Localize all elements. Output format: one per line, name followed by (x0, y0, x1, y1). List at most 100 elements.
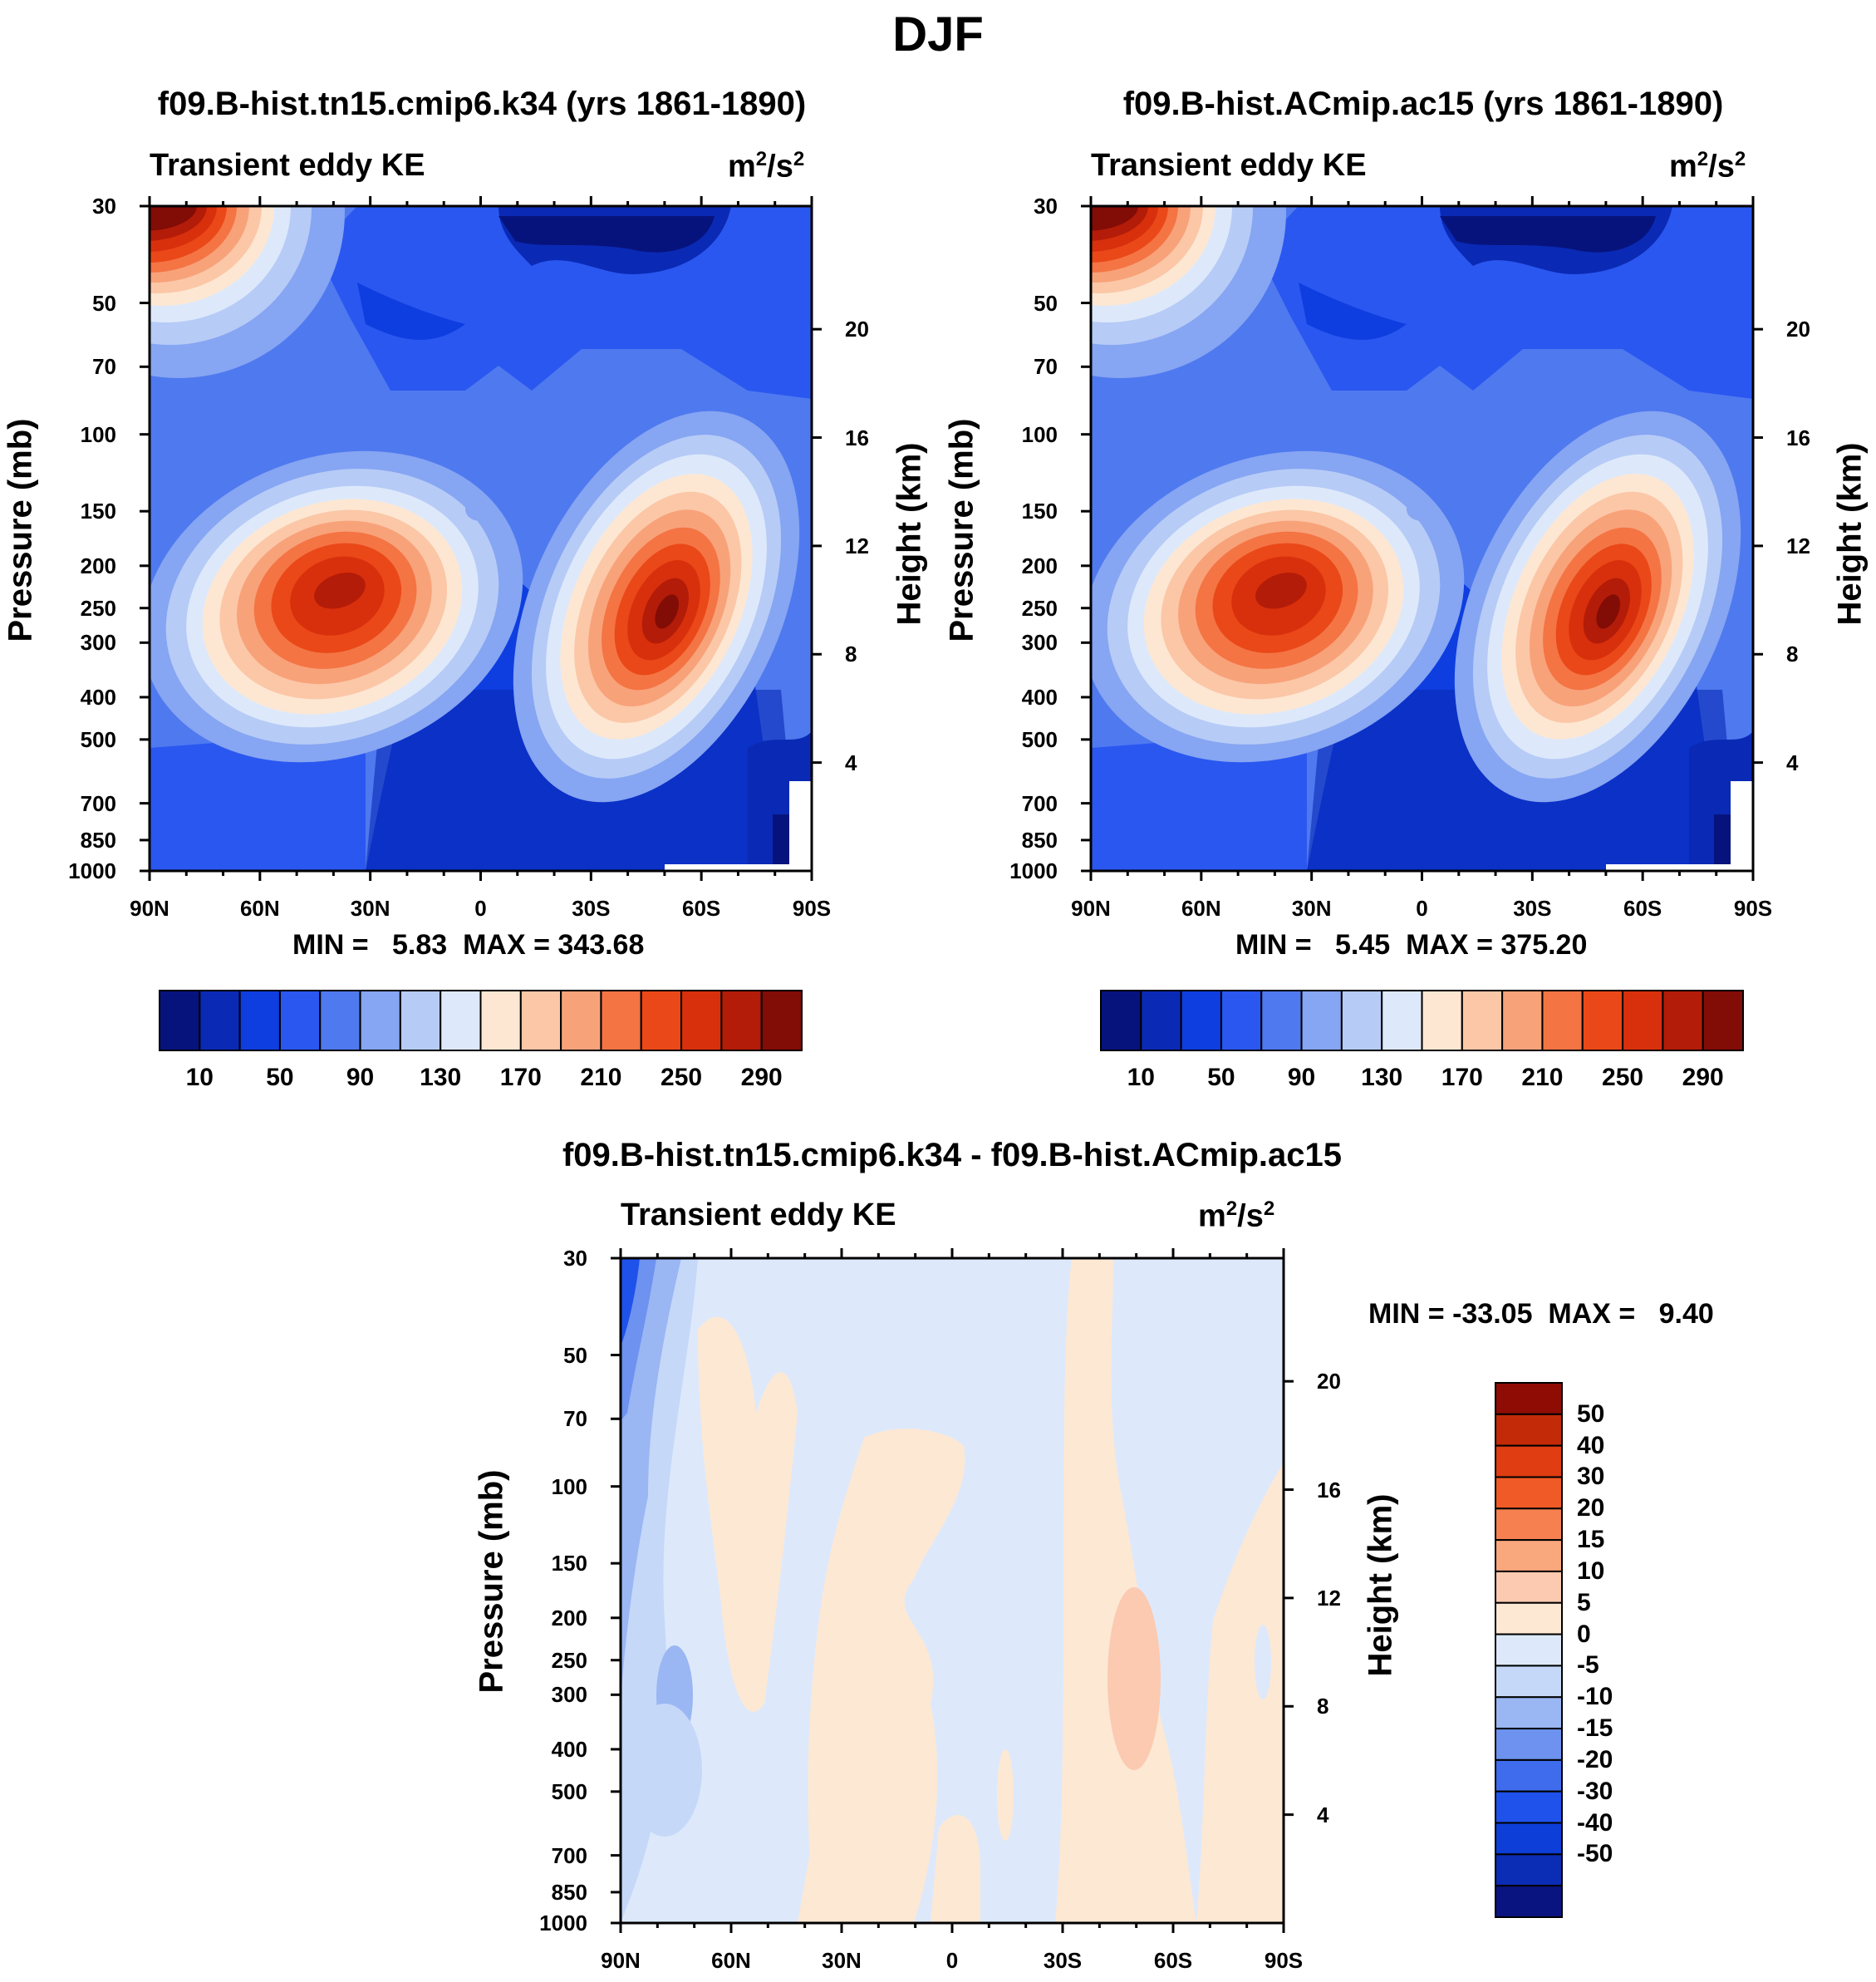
colorbar-label: 90 (1287, 1064, 1316, 1091)
height-tick-label: 8 (1786, 642, 1799, 667)
colorbar-label: -15 (1577, 1714, 1613, 1743)
colorbar-swatch (1541, 990, 1584, 1051)
colorbar-label: 250 (1602, 1064, 1644, 1091)
colorbar-swatch (199, 990, 241, 1051)
colorbar-label: 250 (661, 1064, 703, 1091)
pressure-tick-label: 70 (1034, 354, 1058, 380)
colorbar-label: 30 (1577, 1463, 1605, 1491)
figure-title: DJF (892, 7, 984, 61)
colorbar-swatch (680, 990, 723, 1051)
pressure-tick-label: 700 (1021, 790, 1058, 816)
colorbar-swatch (1260, 990, 1303, 1051)
lat-tick-label: 0 (945, 1948, 959, 1973)
colorbar-label: 210 (580, 1064, 622, 1091)
pressure-tick-label: 250 (551, 1647, 587, 1673)
colorbar-swatch (560, 990, 602, 1051)
subtitle-top-left: Transient eddy KE (150, 148, 425, 183)
lat-tick-label: 60N (239, 896, 280, 921)
pressure-tick-label: 50 (563, 1342, 587, 1368)
pressure-tick-label: 850 (551, 1879, 587, 1905)
pressure-tick-label: 30 (1034, 194, 1058, 219)
pressure-tick-label: 70 (92, 354, 116, 380)
colorbar-swatch (1100, 990, 1142, 1051)
height-tick-label: 12 (1786, 533, 1810, 558)
lat-tick-label: 30S (572, 896, 611, 921)
panel-title-top-left: f09.B-hist.tn15.cmip6.k34 (yrs 1861-1890… (157, 86, 807, 122)
pressure-tick-label: 100 (1021, 421, 1058, 447)
lat-tick-label: 90N (601, 1948, 641, 1973)
pressure-tick-label: 500 (1021, 726, 1058, 752)
colorbar-label: 210 (1521, 1064, 1564, 1091)
subtitle-bottom: Transient eddy KE (621, 1198, 896, 1232)
lat-tick-label: 30S (1043, 1948, 1083, 1973)
colorbar-swatch (760, 990, 803, 1051)
pressure-tick-label: 150 (80, 499, 116, 524)
colorbar-swatch (1495, 1633, 1563, 1667)
colorbar-swatch (399, 990, 442, 1051)
colorbar-swatch (1581, 990, 1624, 1051)
height-tick-label: 8 (1317, 1694, 1329, 1719)
pressure-tick-label: 50 (92, 290, 116, 316)
pressure-tick-label: 200 (80, 553, 116, 578)
lat-tick-label: 30N (1291, 896, 1332, 921)
field-bottom (621, 1258, 1284, 1923)
colorbar-swatch (1495, 1601, 1563, 1635)
colorbar-label: 290 (1682, 1064, 1724, 1091)
lat-tick-label: 90S (792, 896, 832, 921)
ylabel-height-bottom: Height (km) (1362, 1493, 1399, 1677)
pressure-tick-label: 250 (80, 595, 116, 621)
colorbar-label: -50 (1577, 1840, 1613, 1868)
colorbar-swatch (1702, 990, 1744, 1051)
pressure-tick-label: 850 (80, 827, 116, 853)
field-top-right (1091, 206, 1753, 871)
pressure-tick-label: 150 (1021, 499, 1058, 524)
colorbar-swatch (1140, 990, 1182, 1051)
minmax-top-left: MIN = 5.83 MAX = 343.68 (292, 929, 645, 961)
pressure-tick-label: 100 (551, 1473, 587, 1499)
pressure-tick-label: 250 (1021, 595, 1058, 621)
lat-tick-label: 60S (1623, 896, 1662, 921)
colorbar-label: 50 (1207, 1064, 1235, 1091)
height-tick-label: 12 (1317, 1585, 1341, 1611)
lat-tick-label: 0 (1416, 896, 1428, 921)
height-tick-label: 12 (845, 533, 869, 558)
minmax-top-right: MIN = 5.45 MAX = 375.20 (1235, 929, 1588, 961)
lat-tick-label: 60N (711, 1948, 751, 1973)
pressure-tick-label: 850 (1021, 827, 1058, 853)
panel-title-top-right: f09.B-hist.ACmip.ac15 (yrs 1861-1890) (1122, 86, 1724, 122)
colorbar-label: 5 (1577, 1588, 1591, 1616)
pressure-tick-label: 50 (1034, 290, 1058, 316)
colorbar-swatch (1495, 1570, 1563, 1604)
pressure-tick-label: 30 (563, 1246, 587, 1271)
pressure-tick-label: 300 (1021, 630, 1058, 656)
colorbar-swatch (1495, 1728, 1563, 1761)
colorbar-label: 90 (346, 1064, 375, 1091)
pressure-tick-label: 1000 (1009, 858, 1058, 883)
lat-tick-label: 30N (822, 1948, 862, 1973)
colorbar-swatch (1421, 990, 1463, 1051)
pressure-tick-label: 700 (551, 1842, 587, 1868)
lat-tick-label: 90S (1733, 896, 1773, 921)
colorbar-swatch (1622, 990, 1664, 1051)
height-tick-label: 8 (845, 642, 857, 667)
colorbar-label: 130 (1361, 1064, 1403, 1091)
colorbar-swatch (1495, 1413, 1563, 1447)
lat-tick-label: 30N (350, 896, 390, 921)
colorbar-swatch (1340, 990, 1383, 1051)
colorbar-label: 10 (185, 1064, 214, 1091)
pressure-tick-label: 500 (80, 726, 116, 752)
field-top-left (150, 206, 812, 871)
colorbar-label: 10 (1127, 1064, 1155, 1091)
tick-marks (140, 196, 1763, 1933)
colorbar-label: 170 (499, 1064, 542, 1091)
units-top-left: m2/s2 (728, 148, 805, 184)
colorbar-swatch (1461, 990, 1504, 1051)
pressure-tick-label: 70 (563, 1406, 587, 1432)
lat-tick-label: 60S (1153, 1948, 1193, 1973)
colorbar-swatch (278, 990, 322, 1051)
colorbar-swatch (1495, 1696, 1563, 1730)
colorbar-swatch (640, 990, 683, 1051)
colorbar-label: 50 (266, 1064, 294, 1091)
lat-tick-label: 60N (1181, 896, 1221, 921)
